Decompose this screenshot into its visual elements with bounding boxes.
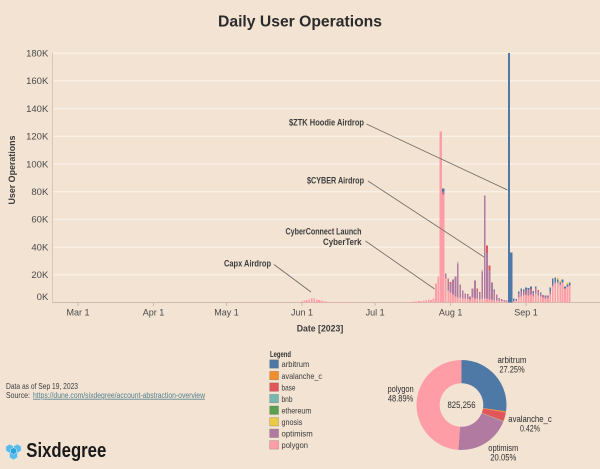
svg-text:ethereum: ethereum — [282, 405, 312, 415]
svg-text:$ZTK Hoodie Airdrop: $ZTK Hoodie Airdrop — [289, 118, 364, 128]
svg-text:Jun 1: Jun 1 — [291, 308, 313, 318]
svg-text:20.05%: 20.05% — [490, 453, 516, 463]
svg-text:0.42%: 0.42% — [520, 424, 540, 434]
svg-text:Apr 1: Apr 1 — [143, 308, 165, 318]
svg-text:Daily User Operations: Daily User Operations — [218, 14, 382, 31]
svg-text:0K: 0K — [37, 292, 49, 303]
svg-text:avalanche_c: avalanche_c — [508, 414, 552, 424]
svg-text:80K: 80K — [31, 187, 49, 198]
svg-text:160K: 160K — [26, 76, 49, 87]
svg-text:120K: 120K — [26, 132, 49, 143]
svg-text:polygon: polygon — [282, 440, 309, 450]
svg-text:arbitrum: arbitrum — [498, 355, 527, 365]
svg-text:User Operations: User Operations — [7, 136, 18, 205]
svg-text:bnb: bnb — [282, 394, 293, 404]
svg-text:Legend: Legend — [270, 349, 291, 359]
svg-text:Capx Airdrop: Capx Airdrop — [224, 259, 271, 269]
svg-text:180K: 180K — [26, 49, 49, 60]
svg-text:CyberTerk: CyberTerk — [323, 237, 362, 247]
svg-text:140K: 140K — [26, 104, 49, 115]
svg-text:20K: 20K — [31, 270, 49, 281]
svg-text:base: base — [282, 382, 296, 392]
svg-text:Source:: Source: — [6, 391, 30, 400]
svg-text:May 1: May 1 — [214, 308, 239, 318]
svg-text:Sixdegree: Sixdegree — [26, 440, 106, 462]
svg-text:$CYBER Airdrop: $CYBER Airdrop — [307, 175, 364, 185]
svg-text:27.25%: 27.25% — [499, 365, 524, 375]
svg-text:polygon: polygon — [388, 384, 414, 394]
svg-text:Sep 1: Sep 1 — [514, 308, 538, 318]
svg-text:48.89%: 48.89% — [388, 393, 413, 403]
svg-text:CyberConnect Launch: CyberConnect Launch — [286, 227, 362, 237]
svg-text:optimism: optimism — [282, 429, 313, 439]
svg-text:40K: 40K — [31, 242, 49, 253]
svg-text:825,256: 825,256 — [448, 400, 476, 410]
svg-text:Mar 1: Mar 1 — [66, 308, 89, 318]
svg-text:Data as of Sep 19, 2023: Data as of Sep 19, 2023 — [6, 382, 78, 391]
svg-text:avalanche_c: avalanche_c — [282, 371, 323, 381]
svg-text:60K: 60K — [31, 215, 49, 226]
svg-text:Date [2023]: Date [2023] — [297, 324, 344, 335]
svg-text:https://dune.com/sixdegree/acc: https://dune.com/sixdegree/account-abstr… — [33, 391, 205, 400]
svg-text:arbitrum: arbitrum — [282, 359, 310, 369]
svg-text:gnosis: gnosis — [282, 417, 303, 427]
svg-text:100K: 100K — [26, 159, 49, 170]
svg-text:Jul 1: Jul 1 — [366, 308, 385, 318]
svg-text:Aug 1: Aug 1 — [439, 308, 463, 318]
svg-text:optimism: optimism — [488, 443, 518, 453]
